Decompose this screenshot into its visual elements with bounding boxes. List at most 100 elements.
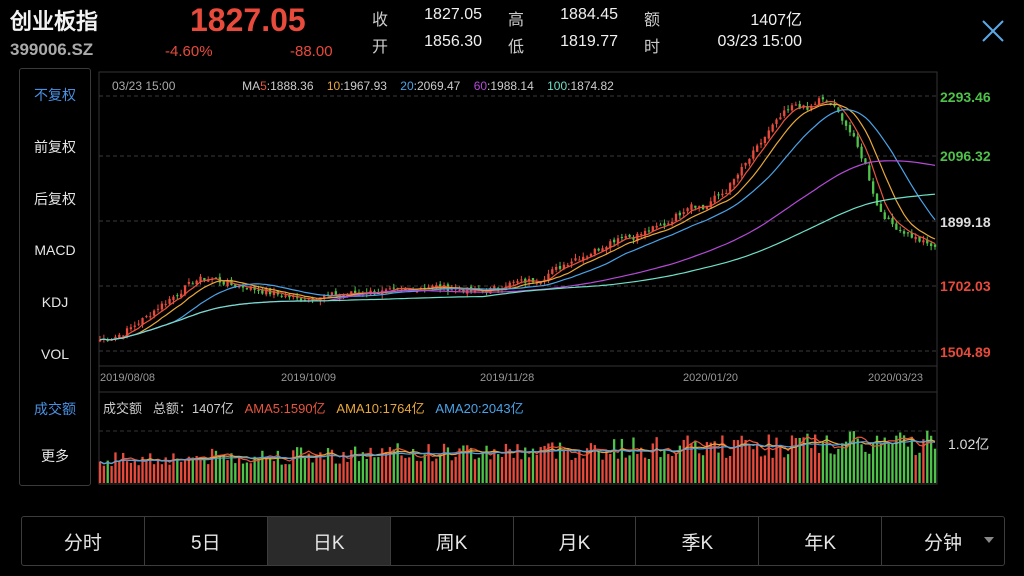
volume-bar [539,447,542,483]
volume-bar [717,452,720,483]
candle-body [829,102,832,104]
candle-body [245,288,249,290]
candle-body [295,297,299,299]
index-name: 创业板指 [10,9,99,34]
volume-bar [481,452,484,483]
volume-bar [535,454,538,483]
volume-bar [172,453,175,483]
volume-bar [728,455,732,483]
volume-bar [856,438,859,483]
candle-body [821,97,825,100]
y-tick-1: 2096.32 [940,148,991,164]
volume-bar [570,459,573,483]
candle-body [149,316,152,318]
volume-bars [98,430,937,483]
sidebar-item-macd[interactable]: MACD [34,242,76,258]
volume-bar [817,452,821,483]
x-tick-2: 2019/11/28 [480,372,535,384]
volume-bar [612,439,616,483]
volume-bar [350,450,353,483]
quote-value-open: 1856.30 [424,33,482,50]
y-tick-2: 1899.18 [940,214,991,230]
volume-bar [446,447,450,483]
tab-5day[interactable]: 5日 [145,517,268,565]
candle-body [709,201,712,208]
candle-body [636,233,639,242]
volume-bar [152,464,156,483]
candle-body [868,165,871,181]
candle-body [624,236,627,239]
volume-bar [864,451,867,483]
chevron-down-icon[interactable] [984,537,994,543]
tab-yearly-k[interactable]: 年K [759,517,883,565]
period-tabs: 分时 5日 日K 周K 月K 季K 年K 分钟 [21,516,1005,566]
candle-body [566,265,569,267]
sidebar-item-turnover[interactable]: 成交额 [34,401,76,417]
candle-body [539,281,542,284]
y-tick-0: 2293.46 [940,89,991,105]
volume-legend: 成交额 总额：1407亿 AMA5:1590亿 AMA10:1764亿 AMA2… [103,398,524,417]
volume-bar [454,456,457,483]
volume-bar [899,432,902,483]
volume-bar [504,443,508,483]
volume-bar [551,442,554,483]
sidebar-item-kdj[interactable]: KDJ [41,294,69,310]
volume-bar [241,463,245,483]
volume-bar [779,445,782,483]
ma5-label: MA5:1888.36 [242,79,314,93]
candle-body [125,328,129,338]
candle-body [786,109,790,111]
candle-body [643,230,647,236]
sidebar-item-no-adjust[interactable]: 不复权 [34,87,76,103]
candle-body [779,117,782,120]
volume-bar [272,461,276,483]
volume-bar [527,457,531,483]
volume-bar [670,456,674,483]
volume-bar [705,442,709,483]
volume-bar [821,442,825,483]
sidebar-item-vol[interactable]: VOL [40,346,69,362]
tab-quarterly-k[interactable]: 季K [636,517,760,565]
volume-bar [810,448,813,483]
volume-bar [149,453,152,483]
candle-body [748,158,751,164]
volume-bar [883,437,886,483]
candle-body [775,119,778,124]
quote-label-low: 低 [508,39,525,56]
volume-bar [500,457,504,483]
volume-bar [554,458,558,483]
quote-label-time: 时 [644,39,661,56]
candle-body [187,281,191,284]
sidebar-item-more[interactable]: 更多 [41,448,69,464]
sidebar-item-forward-adjust[interactable]: 前复权 [34,139,76,155]
tab-monthly-k[interactable]: 月K [514,517,637,565]
tab-daily-k[interactable]: 日K [267,517,391,565]
volume-bar [651,443,654,483]
vol-legend-ama5: AMA5:1590亿 [244,401,326,416]
volume-bar [106,460,109,483]
sidebar-item-backward-adjust[interactable]: 后复权 [34,191,76,207]
volume-bar [558,442,562,483]
index-code: 399006.SZ [10,40,94,59]
candle-body [554,266,558,270]
volume-bar [288,464,291,483]
volume-bar [497,454,500,483]
volume-bar [833,454,836,483]
tab-weekly-k[interactable]: 周K [391,517,514,565]
candle-body [864,158,867,164]
tab-intraday[interactable]: 分时 [22,517,145,565]
volume-bar [384,452,388,483]
close-icon[interactable] [980,18,1006,44]
volume-bar [829,453,832,483]
tab-minute[interactable]: 分钟 [882,517,1004,565]
volume-bar [118,460,121,483]
volume-bar [852,431,855,483]
candle-body [640,234,643,236]
volume-bar [315,454,318,483]
volume-bar [663,450,666,483]
candle-body [342,294,345,297]
volume-bar [771,457,774,483]
volume-bar [122,452,125,483]
volume-bar [427,444,430,483]
